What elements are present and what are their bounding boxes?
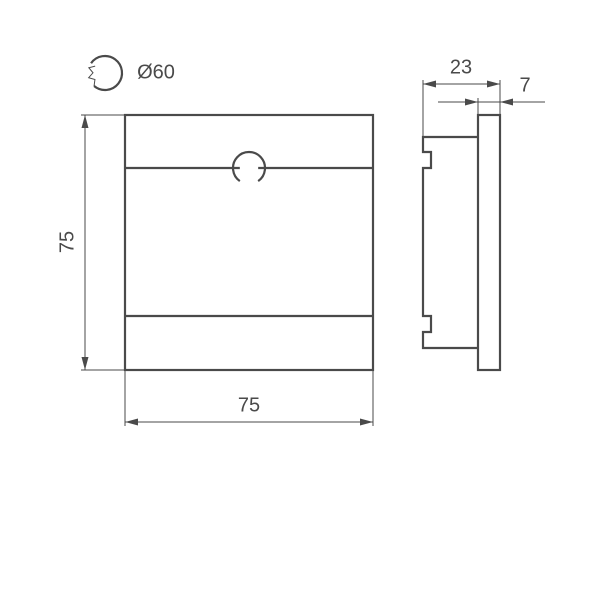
arrowhead <box>423 81 436 88</box>
dim-height-label: 75 <box>56 231 78 253</box>
arrowhead <box>360 419 373 426</box>
arrowhead <box>82 357 89 370</box>
front-outline <box>125 115 373 370</box>
arrowhead <box>487 81 500 88</box>
arrowhead <box>125 419 138 426</box>
dim-width-label: 75 <box>238 394 260 416</box>
diameter-label: Ø60 <box>137 61 175 83</box>
technical-drawing: Ø60 75 75 23 7 <box>0 0 600 600</box>
diameter-icon-teeth <box>89 66 96 86</box>
arrowhead <box>465 99 478 106</box>
side-body <box>423 137 478 348</box>
arrowhead <box>82 115 89 128</box>
dim-7-label: 7 <box>519 74 530 96</box>
front-hole <box>233 152 265 181</box>
dim-23-label: 23 <box>450 56 472 78</box>
arrowhead <box>500 99 513 106</box>
diameter-icon <box>91 56 122 90</box>
side-plate <box>478 115 500 370</box>
